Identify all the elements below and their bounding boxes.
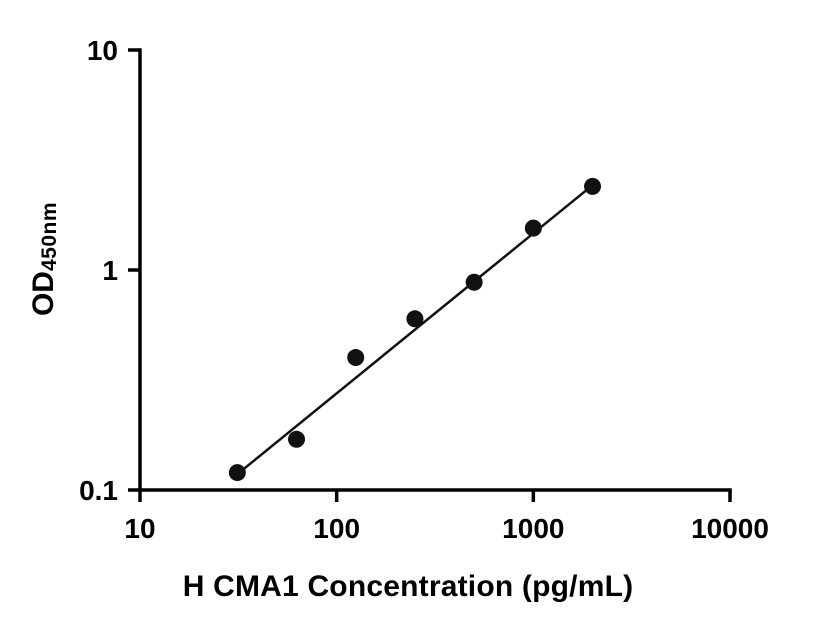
data-point <box>228 464 246 482</box>
data-point <box>524 219 542 237</box>
x-axis-title: H CMA1 Concentration (pg/mL) <box>182 570 634 603</box>
y-tick-label: 10 <box>87 35 118 66</box>
data-point <box>465 273 483 291</box>
data-point <box>347 349 365 367</box>
y-tick-label: 1 <box>102 255 118 286</box>
axis-frame <box>138 48 732 492</box>
x-tick-label: 1000 <box>502 513 564 544</box>
x-tick-label: 100 <box>313 513 360 544</box>
y-axis-title-main: OD <box>27 271 60 317</box>
data-point <box>584 177 602 195</box>
x-tick-label: 10 <box>124 513 155 544</box>
x-tick-label: 10000 <box>691 513 769 544</box>
y-axis-title-subscript: 450nm <box>38 201 61 272</box>
data-point <box>288 430 306 448</box>
data-point <box>406 310 424 328</box>
y-axis-title: OD450nm <box>27 109 65 409</box>
y-tick-label: 0.1 <box>79 475 118 506</box>
